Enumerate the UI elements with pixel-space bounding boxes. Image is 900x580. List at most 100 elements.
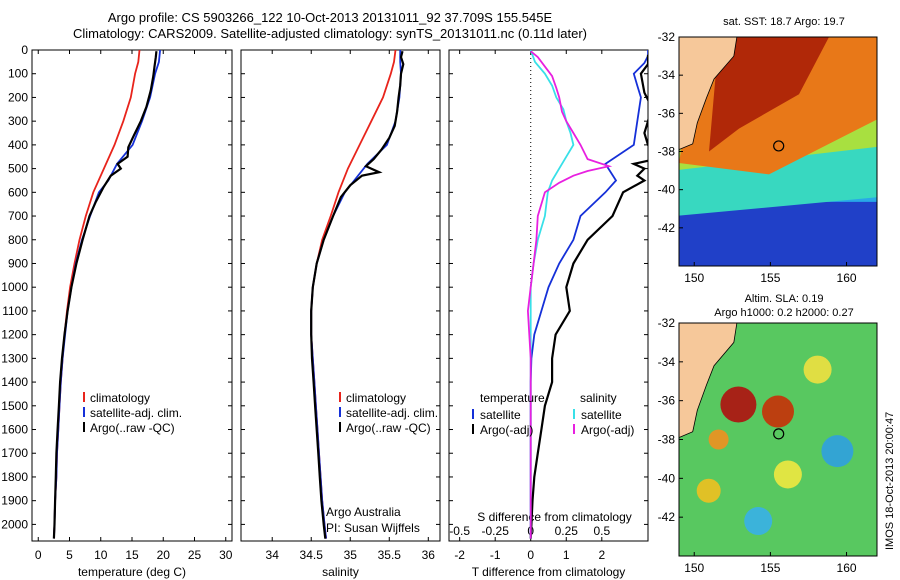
- x-tick-label: 35: [344, 548, 358, 562]
- y-tick-label: -38: [658, 145, 676, 159]
- x-tick-label: 150: [684, 561, 704, 575]
- map-sst_map: -32 -34 -36 -38 -40 -42 150 155 160: [658, 30, 878, 285]
- legend-label: climatology: [90, 391, 150, 405]
- map-content: [679, 37, 877, 266]
- map-sla_map: -32 -34 -36 -38 -40 -42 150 155 160: [658, 316, 878, 575]
- y-tick-label: -32: [658, 30, 676, 44]
- s-tick-label: 0.25: [555, 524, 579, 538]
- y-tick-label: 400: [8, 138, 28, 152]
- series-line-argo-raw-qc-: [52, 51, 158, 539]
- sla-anomaly: [708, 429, 729, 450]
- panel-salinity: 34 34.5 35 35.5 36 salinity climatologysatelli…: [240, 49, 441, 579]
- y-tick-label: -36: [658, 106, 676, 120]
- x-tick-label: 155: [760, 271, 780, 285]
- x-axis-label: T difference from climatology: [472, 565, 626, 579]
- s-tick-label: 0.5: [593, 524, 610, 538]
- map-title: sat. SST: 18.7 Argo: 19.7: [723, 16, 845, 28]
- y-tick-label: 1900: [1, 494, 28, 508]
- x-tick-label: 160: [837, 271, 857, 285]
- y-tick-label: -40: [658, 183, 676, 197]
- y-tick-label: 100: [8, 67, 28, 81]
- series-line-argo-raw-qc-: [310, 50, 405, 539]
- x-tick-label: 155: [760, 561, 780, 575]
- y-tick-label: 1500: [1, 399, 28, 413]
- series-line-salinity-argo-adj-: [526, 50, 613, 539]
- y-tick-label: 900: [8, 256, 28, 270]
- map-title: Altim. SLA: 0.19: [745, 293, 824, 305]
- x-tick-label: 34.5: [300, 548, 324, 562]
- x-tick-label: -2: [454, 548, 465, 562]
- y-tick-label: 1400: [1, 375, 28, 389]
- sla-anomaly: [803, 355, 832, 384]
- x-axis-label: temperature (deg C): [78, 565, 186, 579]
- y-tick-label: -42: [658, 510, 676, 524]
- legend-label: climatology: [346, 391, 406, 405]
- sla-anomaly: [696, 478, 721, 503]
- y-tick-label: -42: [658, 221, 676, 235]
- legend-label: Argo(..raw -QC): [346, 421, 431, 435]
- x-tick-label: 150: [684, 271, 704, 285]
- series-line-climatology: [53, 50, 141, 539]
- profile-marker: [773, 428, 785, 440]
- sla-anomaly: [773, 460, 802, 489]
- x-axis-label: salinity: [322, 565, 359, 579]
- x-tick-label: 15: [125, 548, 139, 562]
- y-tick-label: -38: [658, 433, 676, 447]
- x-tick-label: 25: [188, 548, 202, 562]
- y-tick-label: -32: [658, 316, 676, 330]
- annotation-line: PI: Susan Wijffels: [326, 521, 420, 535]
- y-tick-label: 1300: [1, 351, 28, 365]
- x-tick-label: 10: [94, 548, 108, 562]
- legend-label: Argo(-adj): [480, 423, 533, 437]
- legend-label: satellite: [581, 408, 622, 422]
- legend-label: Argo(..raw -QC): [90, 421, 175, 435]
- y-tick-label: -36: [658, 394, 676, 408]
- panel-frame: [240, 49, 441, 542]
- legend-header: salinity: [580, 391, 617, 405]
- x-tick-label: 0: [527, 548, 534, 562]
- cold-water: [679, 201, 877, 266]
- x-tick-label: 5: [66, 548, 73, 562]
- x-tick-label: 30: [219, 548, 233, 562]
- annotation-line: Argo Australia: [326, 505, 401, 519]
- eac-core: [709, 37, 829, 152]
- sla-anomaly: [720, 386, 757, 423]
- y-tick-label: 600: [8, 185, 28, 199]
- y-tick-label: -40: [658, 471, 676, 485]
- map-title: Argo h1000: 0.2 h2000: 0.27: [714, 307, 853, 319]
- sla-anomaly: [821, 435, 854, 468]
- y-tick-label: 700: [8, 209, 28, 223]
- chart-title-line1: Argo profile: CS 5903266_122 10-Oct-2013…: [107, 10, 553, 25]
- y-tick-label: 2000: [1, 517, 28, 531]
- land-mass: [679, 37, 738, 151]
- profile-marker: [773, 140, 785, 152]
- x-tick-label: 35.5: [378, 548, 402, 562]
- legend-label: satellite: [480, 408, 521, 422]
- panel-frame: [448, 49, 649, 542]
- y-tick-label: 800: [8, 233, 28, 247]
- x-tick-label: 36: [422, 548, 436, 562]
- s-tick-label: -0.25: [482, 524, 510, 538]
- y-tick-label: 0: [21, 43, 28, 57]
- x-tick-label: 160: [837, 561, 857, 575]
- series-line-satellite-adj-clim-: [310, 50, 402, 539]
- x-tick-label: 2: [598, 548, 605, 562]
- side-timestamp: IMOS 18-Oct-2013 20:00:47: [884, 412, 896, 550]
- legend-label: Argo(-adj): [581, 423, 634, 437]
- y-tick-label: 300: [8, 114, 28, 128]
- sla-anomaly: [762, 395, 794, 428]
- sla-anomaly: [744, 507, 773, 536]
- legend-label: satellite-adj. clim.: [90, 406, 182, 420]
- series-line-climatology: [310, 50, 397, 539]
- y-tick-label: 1700: [1, 446, 28, 460]
- x-tick-label: -1: [490, 548, 501, 562]
- y-tick-label: 1600: [1, 423, 28, 437]
- series-line-temperature-satellite: [529, 50, 648, 539]
- x-tick-label: 34: [266, 548, 280, 562]
- chart-title-line2: Climatology: CARS2009. Satellite-adjuste…: [72, 26, 587, 41]
- map-content: [679, 323, 877, 556]
- x-tick-label: 20: [157, 548, 171, 562]
- legend-label: satellite-adj. clim.: [346, 406, 438, 420]
- x-tick-label: 1: [563, 548, 570, 562]
